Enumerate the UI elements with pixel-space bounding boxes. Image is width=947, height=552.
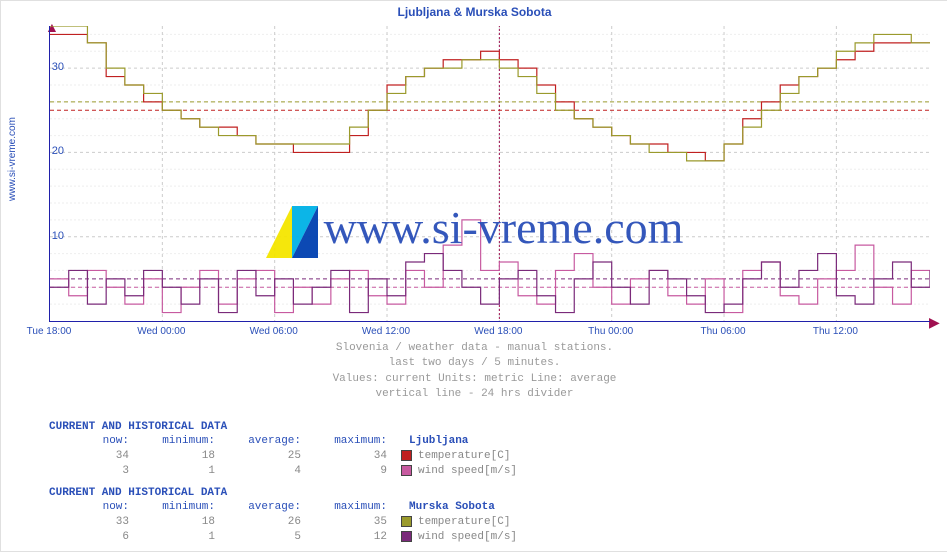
legend-swatch bbox=[401, 465, 412, 476]
table-column-label: now: bbox=[49, 501, 135, 513]
table-row: 61512 wind speed[m/s] bbox=[49, 529, 517, 544]
legend-swatch bbox=[401, 531, 412, 542]
table-cell: 9 bbox=[307, 465, 393, 477]
series-name: wind speed[m/s] bbox=[416, 531, 517, 543]
series-name: wind speed[m/s] bbox=[416, 465, 517, 477]
data-table: CURRENT AND HISTORICAL DATAnow:minimum:a… bbox=[49, 487, 517, 544]
table-location: Murska Sobota bbox=[393, 501, 495, 513]
table-column-label: maximum: bbox=[307, 435, 393, 447]
table-header-row: now:minimum:average:maximum:Murska Sobot… bbox=[49, 499, 517, 514]
table-cell: 25 bbox=[221, 450, 307, 462]
x-tick-label: Wed 06:00 bbox=[239, 326, 309, 337]
x-tick-label: Thu 12:00 bbox=[800, 326, 870, 337]
table-cell: 34 bbox=[49, 450, 135, 462]
subtitle-line: vertical line - 24 hrs divider bbox=[1, 387, 947, 402]
x-tick-label: Wed 12:00 bbox=[351, 326, 421, 337]
table-cell: 6 bbox=[49, 531, 135, 543]
x-tick-label: Thu 06:00 bbox=[688, 326, 758, 337]
table-cell: 18 bbox=[135, 516, 221, 528]
table-column-label: average: bbox=[221, 501, 307, 513]
plot-svg bbox=[50, 26, 930, 321]
table-heading: CURRENT AND HISTORICAL DATA bbox=[49, 421, 517, 433]
table-header-row: now:minimum:average:maximum:Ljubljana bbox=[49, 433, 517, 448]
table-column-label: minimum: bbox=[135, 501, 221, 513]
chart-panel: www.si-vreme.com Ljubljana & Murska Sobo… bbox=[0, 0, 947, 552]
subtitle-line: Values: current Units: metric Line: aver… bbox=[1, 372, 947, 387]
y-tick-label: 20 bbox=[34, 145, 64, 157]
table-row: 34182534temperature[C] bbox=[49, 448, 517, 463]
table-cell: 26 bbox=[221, 516, 307, 528]
subtitle-block: Slovenia / weather data - manual station… bbox=[1, 341, 947, 403]
table-cell: 18 bbox=[135, 450, 221, 462]
table-column-label: maximum: bbox=[307, 501, 393, 513]
table-location: Ljubljana bbox=[393, 435, 468, 447]
table-row: 33182635 temperature[C] bbox=[49, 514, 517, 529]
subtitle-line: last two days / 5 minutes. bbox=[1, 356, 947, 371]
table-cell: 34 bbox=[307, 450, 393, 462]
table-cell: 35 bbox=[307, 516, 393, 528]
table-cell: 4 bbox=[221, 465, 307, 477]
table-column-label: now: bbox=[49, 435, 135, 447]
table-column-label: minimum: bbox=[135, 435, 221, 447]
series-name: temperature[C] bbox=[416, 450, 510, 462]
table-cell: 33 bbox=[49, 516, 135, 528]
chart-title: Ljubljana & Murska Sobota bbox=[1, 5, 947, 19]
legend-swatch bbox=[401, 516, 412, 527]
x-tick-label: Wed 00:00 bbox=[126, 326, 196, 337]
data-table: CURRENT AND HISTORICAL DATAnow:minimum:a… bbox=[49, 421, 517, 478]
plot-area bbox=[49, 26, 930, 322]
table-column-label: average: bbox=[221, 435, 307, 447]
table-heading: CURRENT AND HISTORICAL DATA bbox=[49, 487, 517, 499]
side-source-label: www.si-vreme.com bbox=[7, 117, 18, 201]
legend-swatch bbox=[401, 450, 412, 461]
table-cell: 5 bbox=[221, 531, 307, 543]
table-cell: 1 bbox=[135, 465, 221, 477]
series-name: temperature[C] bbox=[416, 516, 510, 528]
table-cell: 1 bbox=[135, 531, 221, 543]
subtitle-line: Slovenia / weather data - manual station… bbox=[1, 341, 947, 356]
x-axis-arrow: ▶ bbox=[929, 314, 940, 331]
y-tick-label: 30 bbox=[34, 61, 64, 73]
x-tick-label: Wed 18:00 bbox=[463, 326, 533, 337]
table-cell: 3 bbox=[49, 465, 135, 477]
table-row: 3149 wind speed[m/s] bbox=[49, 463, 517, 478]
y-tick-label: 10 bbox=[34, 230, 64, 242]
x-tick-label: Tue 18:00 bbox=[14, 326, 84, 337]
table-cell: 12 bbox=[307, 531, 393, 543]
x-tick-label: Thu 00:00 bbox=[576, 326, 646, 337]
